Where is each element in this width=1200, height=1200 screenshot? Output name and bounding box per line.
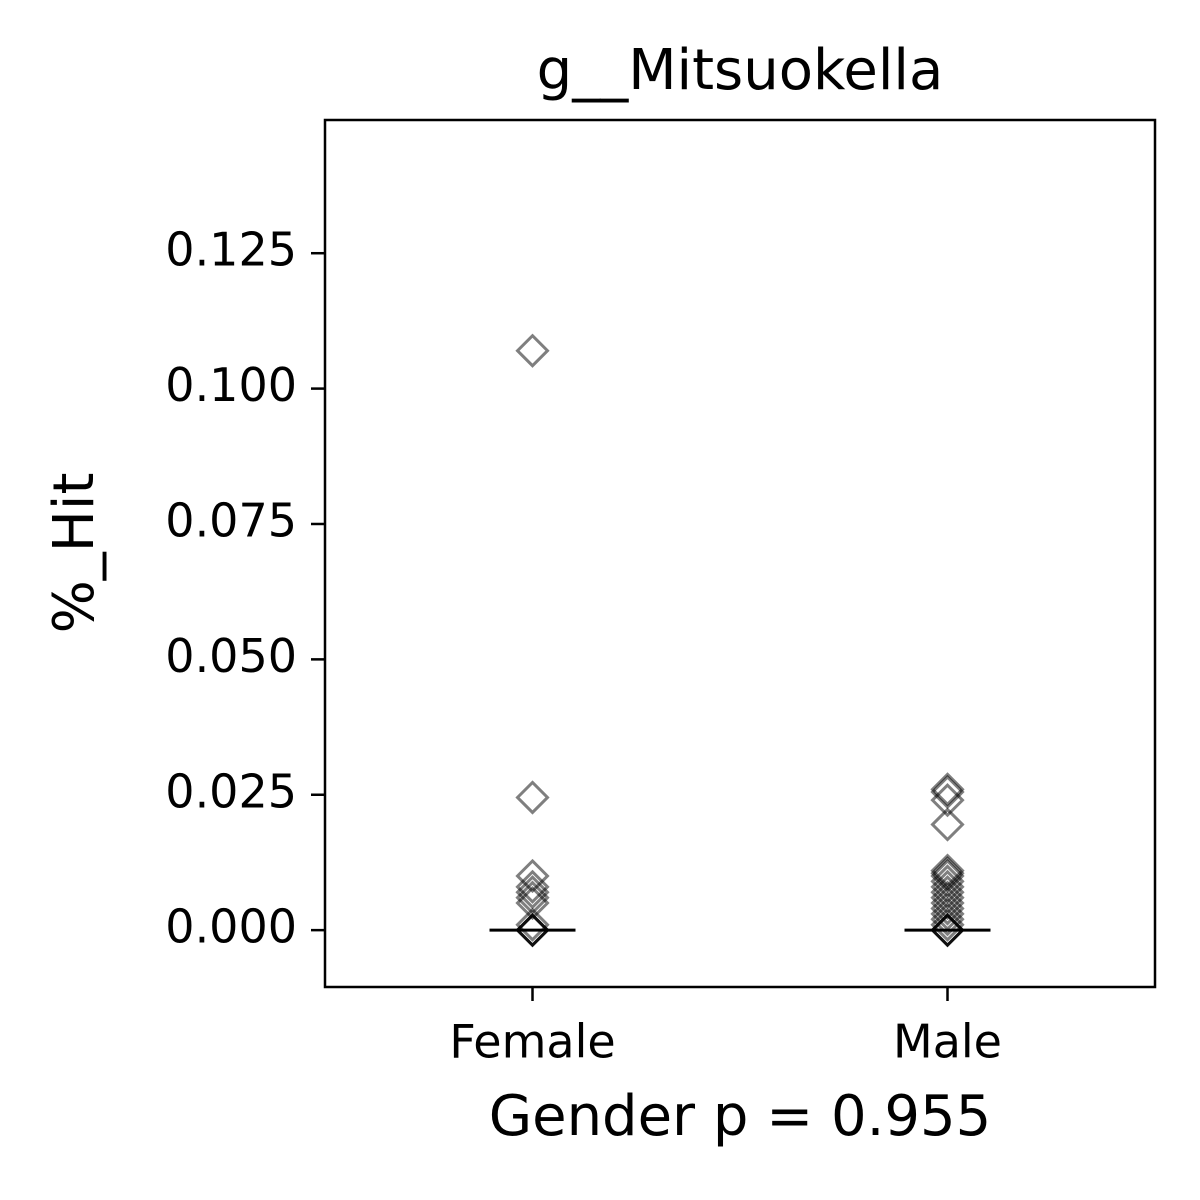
point — [930, 902, 965, 937]
point — [930, 783, 965, 818]
point — [930, 913, 965, 948]
x-tick-label: Male — [893, 1015, 1002, 1069]
point — [515, 907, 550, 942]
y-axis-label: %_Hit — [42, 473, 107, 634]
point — [930, 869, 965, 904]
point — [515, 780, 550, 815]
point — [930, 880, 965, 915]
y-tick-label: 0.075 — [165, 493, 297, 547]
point — [930, 885, 965, 921]
point — [930, 907, 965, 942]
point — [930, 891, 965, 926]
point — [515, 875, 550, 910]
point — [515, 885, 550, 921]
point — [515, 333, 550, 368]
y-tick-label: 0.100 — [165, 358, 297, 412]
point — [930, 807, 965, 842]
y-tick-label: 0.050 — [165, 629, 297, 683]
point — [930, 774, 965, 810]
y-tick-label: 0.000 — [165, 900, 297, 954]
point — [515, 913, 550, 948]
x-tick-label: Female — [449, 1015, 615, 1069]
point — [515, 880, 550, 915]
point — [930, 858, 965, 894]
point — [930, 853, 965, 888]
point — [930, 772, 965, 807]
chart-title: g__Mitsuokella — [537, 38, 944, 103]
point — [515, 869, 550, 904]
y-tick-label: 0.125 — [165, 223, 297, 277]
x-axis-label: Gender p = 0.955 — [489, 1084, 992, 1149]
point — [930, 875, 965, 910]
point — [515, 858, 550, 894]
y-tick-label: 0.025 — [165, 764, 297, 818]
point — [930, 864, 965, 899]
plot-frame — [323, 118, 1157, 989]
